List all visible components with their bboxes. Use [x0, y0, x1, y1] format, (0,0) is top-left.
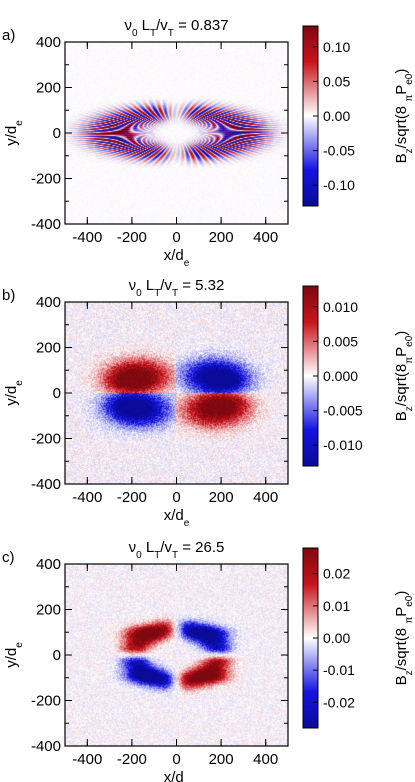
y-tick-label: 400: [36, 34, 61, 51]
x-tick-label: -200: [117, 751, 147, 768]
y-tick-label: -400: [31, 216, 61, 233]
panel-label: a): [2, 27, 15, 44]
y-tick-label: 200: [36, 80, 61, 97]
y-tick-label: 0: [53, 125, 61, 142]
colorbar-label: Bz/sqrt(8 πPe0): [393, 69, 415, 164]
panel-label: b): [2, 287, 15, 304]
x-tick-label: 0: [172, 751, 180, 768]
x-tick-label: 0: [172, 489, 180, 506]
y-tick-label: -200: [31, 171, 61, 188]
x-tick-label: -200: [117, 229, 147, 246]
colorbar-tick-label: 0.000: [323, 368, 358, 384]
y-tick-label: 0: [53, 385, 61, 402]
x-tick-label: 400: [253, 229, 278, 246]
x-tick-label: 400: [253, 489, 278, 506]
y-tick-label: 400: [36, 294, 61, 311]
y-tick-label: -400: [31, 738, 61, 755]
colorbar: 0.02 0.01 0.00 -0.01 -0.02 Bz/sqrt(8 πPe0): [302, 547, 415, 729]
x-tick-label: 200: [209, 229, 234, 246]
y-tick-label: 200: [36, 602, 61, 619]
x-tick-label: -400: [72, 751, 102, 768]
y-tick-label: 400: [36, 556, 61, 573]
colorbar-tick-label: -0.10: [323, 177, 355, 193]
colorbar-label: Bz/sqrt(8πPe0): [393, 331, 415, 422]
colorbar-tick-label: 0.05: [323, 73, 350, 89]
x-tick-label: 200: [209, 751, 234, 768]
heatmap-image: [65, 42, 288, 224]
x-tick-label: -400: [72, 489, 102, 506]
y-tick-label: -200: [31, 693, 61, 710]
chart-panel-2: -400 -200 0 200 400 -400 -200 0 200 400 b) ν0 LT/vT…: [2, 277, 415, 529]
x-tick-label: -400: [72, 229, 102, 246]
x-tick-label: 0: [172, 229, 180, 246]
colorbar-label: Bz/sqrt(8 πPe0): [393, 591, 415, 686]
x-axis-label: x/de: [164, 507, 190, 529]
panel-label: c): [2, 549, 15, 566]
colorbar-tick-label: 0.00: [323, 630, 350, 646]
chart-title: ν0 LT/vT = 0.837: [124, 17, 228, 39]
y-tick-label: 0: [53, 647, 61, 664]
colorbar-tick-label: -0.010: [323, 437, 363, 453]
colorbar-tick-label: -0.02: [323, 694, 355, 710]
chart-panel-3: -400 -200 0 200 400 -400 -200 0 200 400 c) ν0 LT/vT…: [2, 539, 415, 782]
y-tick-label: 200: [36, 340, 61, 357]
heatmap-image: [65, 302, 288, 484]
y-axis-label: y/de: [3, 642, 25, 668]
colorbar-tick-label: 0.10: [323, 39, 350, 55]
y-tick-label: -200: [31, 431, 61, 448]
x-tick-label: 200: [209, 489, 234, 506]
colorbar-tick-label: 0.02: [323, 566, 350, 582]
colorbar: 0.010 0.005 0.000 -0.005 -0.010 Bz/sqrt(8πPe0…: [302, 285, 415, 467]
y-tick-label: -400: [31, 476, 61, 493]
colorbar-tick-label: -0.005: [323, 403, 363, 419]
colorbar: 0.10 0.05 0.00 -0.05 -0.10 Bz/sqrt(8 πPe0): [302, 25, 415, 207]
colorbar-tick-label: 0.01: [323, 598, 350, 614]
colorbar-tick-label: -0.05: [323, 143, 355, 159]
heatmap-image: [65, 564, 288, 746]
y-axis-label: y/de: [3, 380, 25, 406]
x-axis-label: x/de: [164, 769, 190, 782]
y-axis-label: y/de: [3, 120, 25, 146]
colorbar-tick-label: 0.005: [323, 333, 358, 349]
chart-title: ν0 LT/vT = 26.5: [129, 539, 225, 561]
colorbar-tick-label: 0.00: [323, 108, 350, 124]
colorbar-tick-label: 0.010: [323, 299, 358, 315]
chart-panel-1: -400 -200 0 200 400 -400 -200 0 200 400 a) ν0 LT/vT…: [2, 17, 415, 269]
x-tick-label: -200: [117, 489, 147, 506]
x-tick-label: 400: [253, 751, 278, 768]
chart-title: ν0 LT/vT = 5.32: [129, 277, 225, 299]
x-axis-label: x/de: [164, 247, 190, 269]
colorbar-tick-label: -0.01: [323, 662, 355, 678]
